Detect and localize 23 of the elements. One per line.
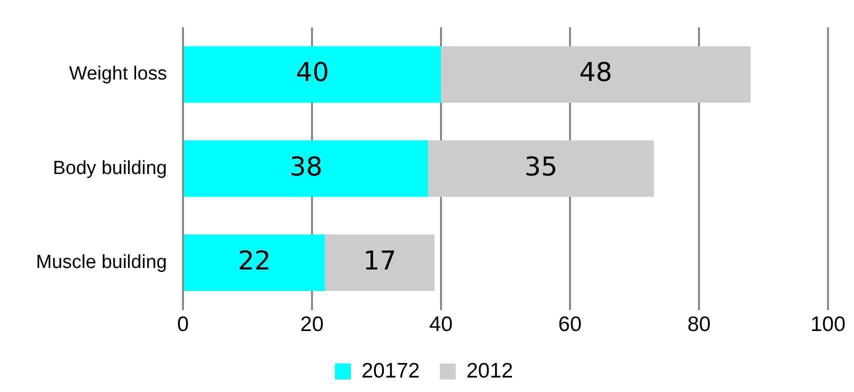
- y-tick-label: Weight loss: [69, 64, 167, 85]
- x-tick-label: 0: [177, 313, 189, 336]
- x-tick-label: 20: [300, 313, 324, 336]
- data-label: 38: [289, 152, 323, 182]
- x-tick-label: 100: [810, 313, 846, 336]
- data-label: 35: [524, 152, 558, 182]
- data-label: 48: [579, 58, 612, 88]
- bar: [184, 140, 428, 197]
- y-tick-label: Muscle building: [36, 252, 167, 273]
- bar: [184, 234, 325, 291]
- x-tick-label: 40: [429, 313, 453, 336]
- bar: [184, 46, 441, 103]
- x-tick-label: 60: [558, 313, 582, 336]
- data-label: 22: [238, 246, 271, 276]
- data-label: 17: [363, 246, 396, 276]
- data-label: 40: [296, 58, 330, 88]
- bar: [440, 46, 751, 103]
- x-tick-label: 80: [687, 313, 711, 336]
- legend-label: 2012: [466, 359, 514, 382]
- legend-label: 20172: [361, 359, 420, 382]
- y-tick-label: Body building: [52, 158, 167, 179]
- bar: [324, 234, 435, 291]
- bar: [428, 140, 654, 197]
